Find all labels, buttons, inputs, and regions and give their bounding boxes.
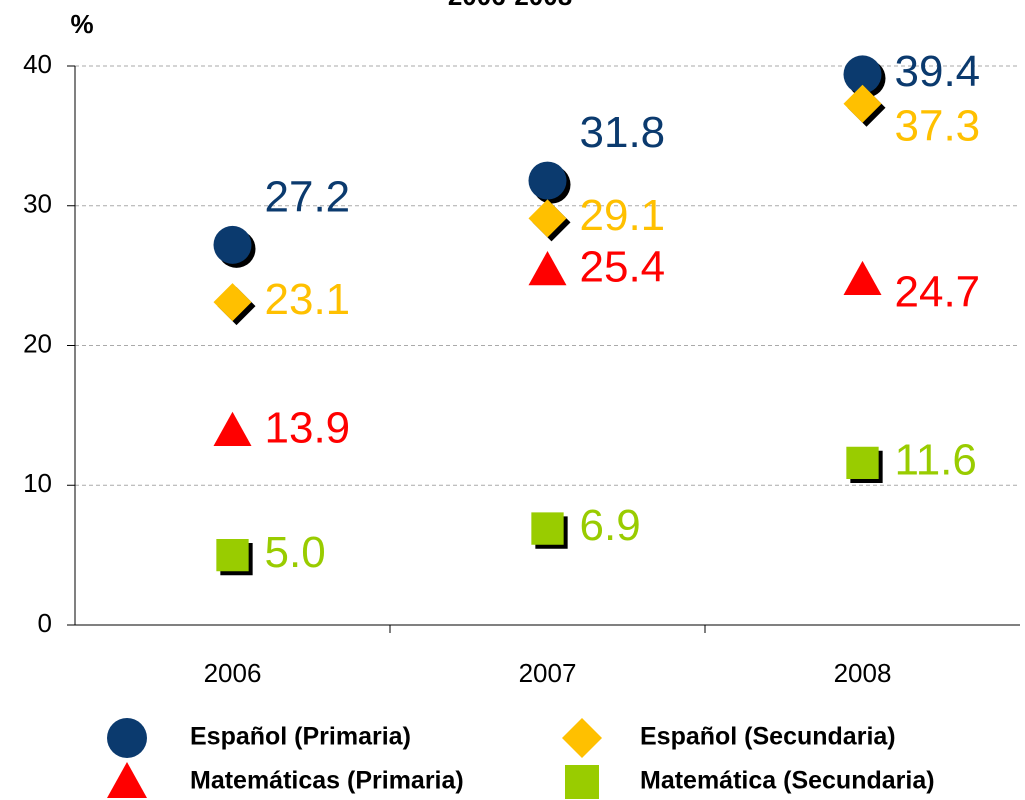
- x-tick-label: 2007: [519, 658, 577, 688]
- x-tick-label: 2006: [204, 658, 262, 688]
- legend-label: Español (Primaria): [190, 723, 411, 751]
- y-axis-label: %: [70, 9, 93, 39]
- legend-marker: [562, 718, 602, 758]
- legend-label: Español (Secundaria): [640, 723, 896, 751]
- data-label: 31.8: [580, 108, 666, 157]
- data-label: 13.9: [265, 403, 351, 452]
- y-tick-label: 0: [38, 608, 52, 638]
- marker: [213, 411, 252, 446]
- legend-marker: [107, 718, 147, 758]
- marker: [213, 225, 252, 264]
- data-label: 39.4: [895, 47, 981, 96]
- marker: [531, 512, 564, 545]
- y-tick-label: 10: [23, 468, 52, 498]
- marker: [843, 55, 882, 94]
- data-label: 37.3: [895, 101, 981, 150]
- y-tick-label: 30: [23, 189, 52, 219]
- data-label: 23.1: [265, 275, 351, 324]
- marker: [843, 260, 882, 296]
- x-tick-label: 2008: [834, 658, 892, 688]
- marker: [528, 199, 567, 238]
- data-label: 11.6: [895, 436, 977, 485]
- legend-marker: [565, 765, 599, 799]
- data-label: 29.1: [580, 191, 666, 240]
- data-label: 27.2: [265, 173, 351, 222]
- marker: [213, 283, 252, 322]
- legend-label: Matemáticas (Primaria): [190, 767, 464, 795]
- marker: [843, 84, 882, 123]
- chart-title: 2006-2008: [448, 0, 572, 11]
- y-tick-label: 40: [23, 49, 52, 79]
- marker: [846, 446, 879, 480]
- marker: [528, 251, 567, 286]
- data-label: 24.7: [895, 267, 981, 316]
- data-label: 5.0: [265, 528, 326, 577]
- marker: [216, 538, 249, 572]
- legend-label: Matemática (Secundaria): [640, 767, 935, 795]
- data-label: 25.4: [580, 243, 666, 292]
- marker: [528, 161, 567, 200]
- y-tick-label: 20: [23, 328, 52, 358]
- legend-marker: [107, 762, 147, 798]
- data-label: 6.9: [580, 501, 641, 550]
